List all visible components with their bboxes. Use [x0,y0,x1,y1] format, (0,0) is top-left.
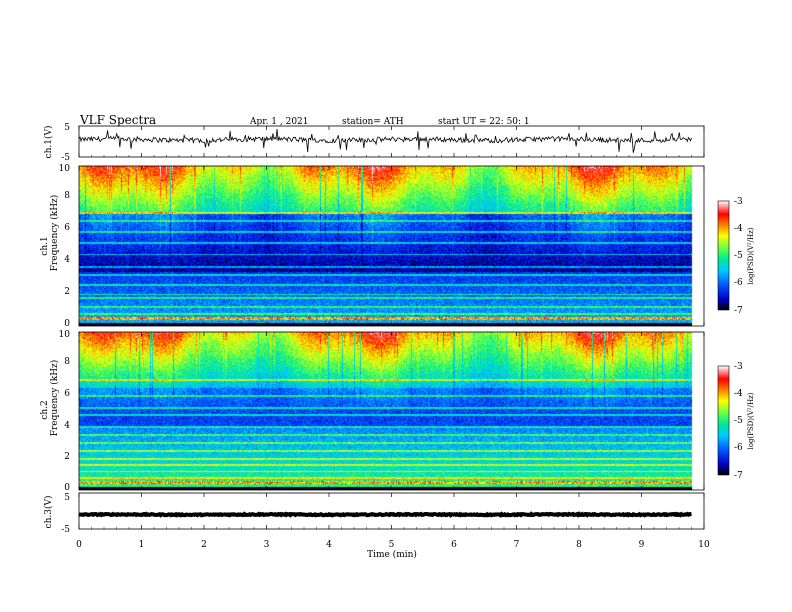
ch2-spectrogram-image-wrapper [79,332,704,490]
ch1-y-tick-top: 5 [64,123,70,133]
ch1-colorbar-tick-3: -3 [734,197,743,207]
ch3-y-tick-bottom: -5 [61,525,70,535]
ch2-spectrogram-ylabel-channel: ch.2 [40,400,50,419]
ch1-colorbar-tick-7: -7 [734,306,743,316]
ch1-spectrogram-ylabel-channel: ch.1 [40,236,50,255]
ch2-freq-tick-4: 4 [64,421,70,431]
time-tick-label-2: 2 [201,540,207,550]
ch2-colorbar-tick-4: -4 [734,389,743,399]
time-tick-label-5: 5 [389,540,395,550]
time-tick-label-0: 0 [76,540,82,550]
ch2-freq-tick-10: 10 [59,330,71,340]
ch2-colorbar-tick-3: -3 [734,362,743,372]
ch2-spectrogram-ylabel-frequency: Frequency (kHz) [49,360,60,437]
ch1-colorbar-label: log(PSD)(V²/Hz) [747,227,755,284]
ch1-freq-tick-4: 4 [64,255,70,265]
ch2-colorbar: -3 -4 -5 -6 -7 log(PSD)(V²/Hz) [717,362,755,481]
ch1-colorbar: -3 -4 -5 -6 -7 log(PSD)(V²/Hz) [717,197,755,316]
start-time-label: start UT = 22: 50: 1 [438,117,530,127]
ch1-spectrogram-image-wrapper [79,166,704,326]
ch1-colorbar-tick-6: -6 [734,278,743,288]
ch1-colorbar-gradient [717,200,730,311]
time-tick-label-7: 7 [514,540,520,550]
time-tick-label-9: 9 [639,540,645,550]
ch2-frequency-ticks: 0 2 4 6 8 10 [59,330,71,493]
ch3-waveform-panel: 5 -5 ch.3(V) [43,492,705,535]
ch1-freq-tick-8: 8 [64,191,70,201]
ch1-freq-tick-10: 10 [59,164,71,174]
time-axis: 0 1 2 3 4 5 6 7 8 9 10 [76,126,710,550]
ch2-freq-tick-0: 0 [64,483,70,493]
ch2-spectrogram-image [79,332,704,490]
ch2-colorbar-tick-5: -5 [734,416,743,426]
time-tick-label-1: 1 [139,540,145,550]
ch1-y-tick-bottom: -5 [61,153,70,163]
ch2-spectrogram-panel: 0 2 4 6 8 10 ch.2 Frequency (kHz) [40,330,705,493]
ch3-y-tick-top: 5 [64,493,70,503]
ch2-freq-tick-6: 6 [64,389,70,399]
time-tick-label-6: 6 [451,540,457,550]
ch1-spectrogram-image [79,166,704,326]
time-tick-label-4: 4 [326,540,332,550]
ch2-freq-tick-8: 8 [64,357,70,367]
time-tick-label-10: 10 [698,540,710,550]
ch3-waveform-frame [78,492,705,530]
ch1-colorbar-tick-5: -5 [734,251,743,261]
date-label: Apr. 1 , 2021 [249,117,309,127]
ch1-spectrogram-ylabel-frequency: Frequency (kHz) [49,195,60,272]
ch3-waveform-trace [78,511,692,518]
ch2-colorbar-tick-7: -7 [734,471,743,481]
ch1-colorbar-tick-4: -4 [734,224,743,234]
ch3-waveform-ylabel: ch.3(V) [43,496,54,529]
time-tick-label-3: 3 [264,540,270,550]
ch1-freq-tick-2: 2 [64,287,70,297]
ch1-waveform-panel: 5 -5 ch.1(V) [43,123,705,163]
ch1-freq-tick-6: 6 [64,223,70,233]
ch1-waveform-frame [78,125,705,158]
time-tick-label-8: 8 [576,540,582,550]
ch2-colorbar-gradient [717,365,730,476]
ch2-freq-tick-2: 2 [64,452,70,462]
time-axis-label: Time (min) [367,549,417,560]
ch1-waveform-trace [78,129,692,153]
ch2-colorbar-label: log(PSD)(V²/Hz) [747,392,755,449]
ch1-frequency-ticks: 0 2 4 6 8 10 [59,164,71,329]
ch2-colorbar-tick-6: -6 [734,443,743,453]
figure-title: VLF Spectra [79,113,156,127]
ch1-waveform-ylabel: ch.1(V) [43,126,54,159]
ch1-freq-tick-0: 0 [64,319,70,329]
station-label: station= ATH [342,117,404,127]
ch1-spectrogram-panel: 0 2 4 6 8 10 ch.1 Frequency (kHz) [40,164,705,329]
